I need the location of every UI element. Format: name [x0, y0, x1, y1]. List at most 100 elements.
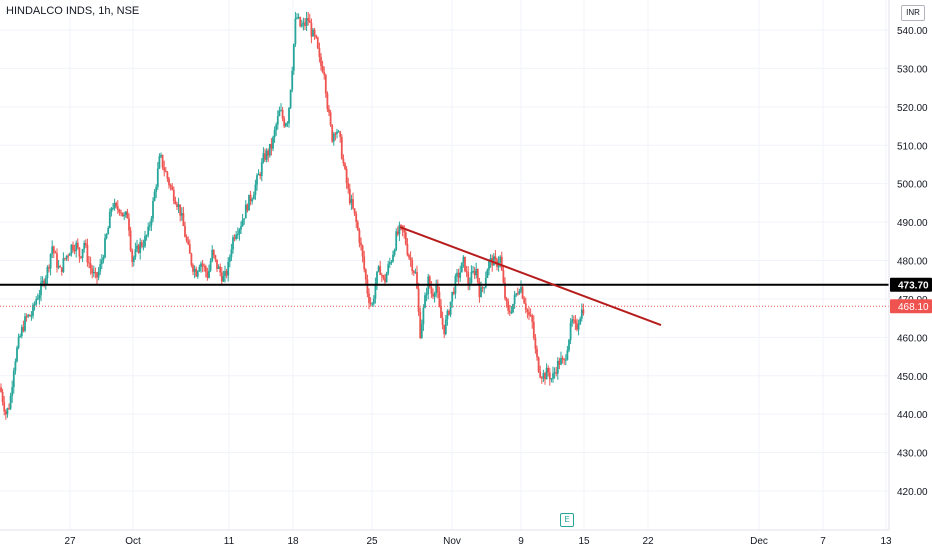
candle-body [46, 266, 49, 279]
time-tick-label: 25 [366, 536, 378, 547]
candle-body [555, 372, 558, 374]
candle-body [534, 337, 537, 349]
candle-body [91, 268, 94, 274]
candle-body [432, 293, 434, 297]
candle-body [296, 17, 298, 19]
candle-body [369, 302, 372, 304]
candle-body [505, 298, 508, 302]
candle-body [312, 29, 314, 37]
candle-body [393, 249, 396, 255]
candle-body [249, 194, 252, 202]
candle-body [169, 185, 172, 187]
candle-body [532, 321, 535, 338]
candle-body [65, 255, 68, 259]
candle-body [483, 287, 486, 289]
candle-body [528, 311, 530, 316]
candle-body [259, 174, 262, 176]
chart-title: HINDALCO INDS, 1h, NSE [6, 5, 140, 17]
candle-body [470, 271, 473, 284]
candle-body [472, 270, 474, 272]
candle-body [24, 316, 26, 331]
candle-body [489, 258, 492, 262]
candle-body [420, 324, 423, 338]
candle-body [190, 253, 193, 266]
candle-body [201, 263, 204, 266]
candle-body [513, 295, 516, 304]
candle-body [19, 335, 22, 337]
candle-body [235, 234, 238, 239]
candle-body [163, 167, 166, 171]
candle-body [177, 204, 180, 207]
candle-body [435, 285, 438, 294]
candle-body [187, 240, 190, 245]
time-tick-label: 7 [820, 536, 826, 547]
candle-body [72, 244, 74, 250]
candle-body [412, 270, 415, 273]
candle-body [67, 255, 70, 257]
candle-body [529, 315, 532, 317]
candle-body [238, 229, 241, 235]
currency-button[interactable]: INR [901, 5, 925, 21]
candle-body [318, 48, 321, 57]
time-tick-label: 15 [578, 536, 590, 547]
candle-body [446, 310, 449, 320]
candle-body [244, 204, 247, 219]
candle-body [252, 195, 255, 200]
candle-body [507, 301, 510, 311]
candle-body [374, 284, 377, 299]
candle-body [145, 235, 148, 237]
candle-body [116, 206, 119, 210]
candle-body [516, 293, 519, 295]
candle-body [283, 118, 286, 127]
candle-body [334, 133, 337, 135]
candle-body [227, 261, 230, 276]
time-tick-label: 27 [64, 536, 76, 547]
candle-body [289, 89, 292, 108]
candle-body [59, 266, 62, 268]
candle-body [155, 186, 158, 192]
candles [0, 11, 585, 420]
candle-body [408, 254, 410, 258]
trendline [399, 226, 662, 326]
candle-body [558, 360, 561, 365]
candle-body [384, 278, 386, 283]
candle-body [481, 287, 484, 289]
candle-body [561, 357, 564, 360]
candle-body [110, 208, 113, 213]
candle-body [284, 123, 287, 127]
candle-body [12, 370, 15, 388]
candle-body [54, 252, 57, 254]
candle-body [478, 281, 481, 298]
candle-body [211, 249, 214, 261]
candle-body [392, 254, 394, 262]
candle-body [476, 268, 479, 282]
candle-body [14, 361, 17, 371]
candle-body [75, 242, 78, 252]
candle-body [416, 272, 418, 289]
candle-body [172, 189, 175, 201]
candle-body [568, 339, 570, 351]
candle-body [300, 24, 303, 27]
candle-body [32, 304, 34, 316]
candle-body [304, 22, 306, 27]
candle-body [1, 391, 4, 403]
time-tick-label: 13 [880, 536, 892, 547]
candle-body [57, 266, 60, 268]
candle-body [84, 242, 87, 245]
candle-body [11, 387, 14, 397]
earnings-icon[interactable]: E [560, 513, 574, 527]
candle-body [337, 131, 340, 133]
candle-body [132, 257, 135, 263]
candle-body [148, 225, 151, 227]
candle-body [56, 253, 58, 268]
candle-body [360, 242, 362, 246]
candle-body [484, 278, 487, 288]
candle-body [265, 150, 268, 160]
candle-body [547, 367, 550, 373]
candle-body [208, 270, 210, 278]
candle-body [339, 131, 342, 137]
price-tick-label: 530.00 [897, 64, 928, 75]
price-tick-label: 490.00 [897, 218, 928, 229]
